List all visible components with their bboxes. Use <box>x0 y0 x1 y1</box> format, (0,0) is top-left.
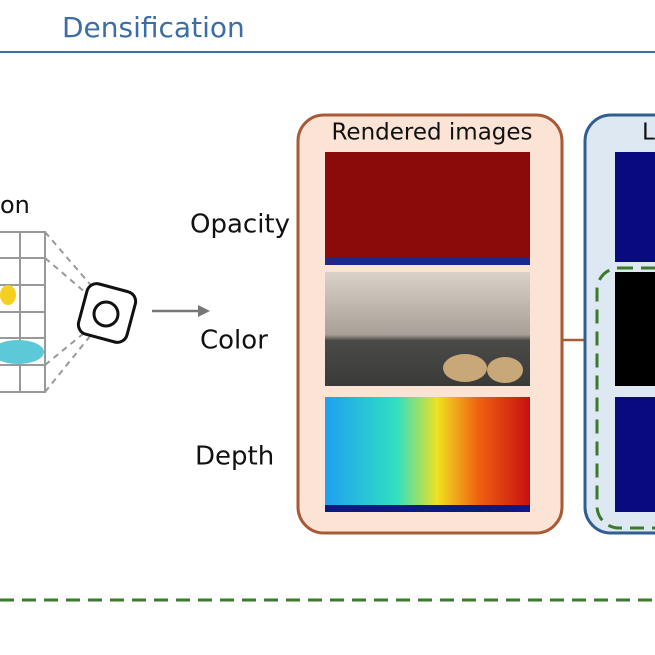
highlight-box <box>595 266 655 530</box>
row-label: Color <box>200 326 268 356</box>
title: Densification <box>62 11 245 44</box>
color-image-detail <box>487 357 523 383</box>
arrow-head <box>198 305 210 317</box>
depth-edge <box>325 505 530 512</box>
right-image <box>615 397 655 512</box>
blob <box>0 340 44 364</box>
left-label: on <box>0 191 30 219</box>
blob <box>0 285 16 305</box>
right-box-title: L <box>642 120 655 146</box>
row-label: Depth <box>195 442 274 472</box>
right-image <box>615 272 655 386</box>
depth-image <box>325 397 530 512</box>
color-image-detail <box>443 354 487 382</box>
grid-icon <box>0 231 46 393</box>
right-image <box>615 152 655 262</box>
row-label: Opacity <box>190 210 290 240</box>
rendered-box-title: Rendered images <box>331 120 532 146</box>
opacity-edge <box>325 258 530 265</box>
opacity-image <box>325 152 530 265</box>
camera-icon <box>76 282 138 344</box>
